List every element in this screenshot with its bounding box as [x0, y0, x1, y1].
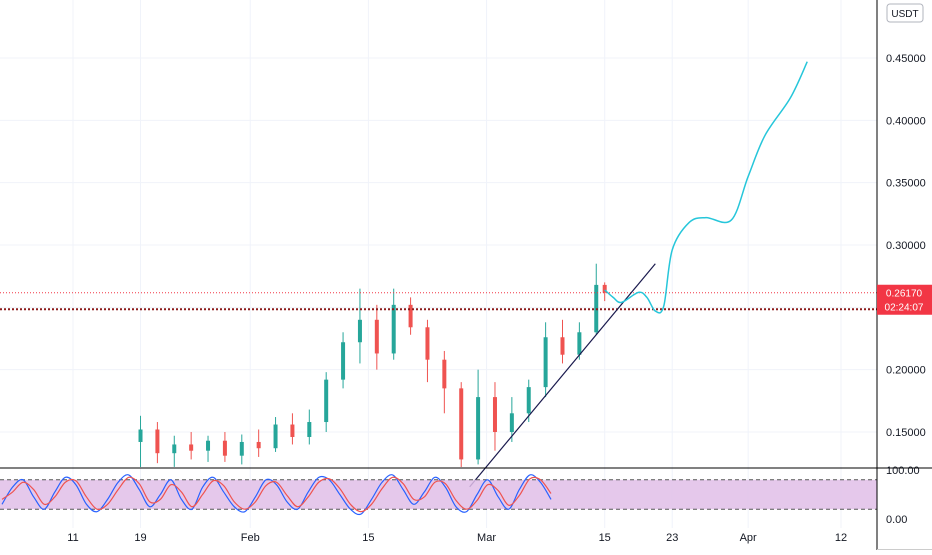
- price-tick-label: 0.20000: [886, 365, 926, 377]
- price-tick-label: 0.35000: [886, 178, 926, 190]
- grid: [0, 0, 877, 528]
- candle: [172, 435, 177, 467]
- currency-badge[interactable]: USDT: [886, 3, 924, 23]
- candle: [222, 432, 227, 462]
- candle-body: [492, 397, 497, 432]
- candle-body: [324, 379, 329, 423]
- candle: [509, 397, 514, 442]
- candle: [391, 288, 396, 360]
- candle-body: [602, 284, 607, 293]
- price-levels: [0, 292, 877, 311]
- candle-body: [459, 388, 464, 460]
- candle-body: [138, 429, 143, 442]
- oscillator-series-line: [1, 474, 552, 516]
- price-tick-label: 0.15000: [886, 427, 926, 439]
- time-tick-label: 11: [67, 532, 78, 544]
- candle: [189, 432, 194, 460]
- time-tick-label: 12: [835, 532, 847, 544]
- candle-body: [509, 413, 514, 432]
- time-tick-label: Apr: [740, 532, 757, 544]
- last-price-tag: 0.26170 02:24:07: [877, 284, 932, 315]
- price-tick-label: 0.30000: [886, 240, 926, 252]
- oscillator-series-line: [1, 476, 552, 513]
- candle-body: [374, 319, 379, 354]
- candle: [442, 350, 447, 414]
- candle-body: [256, 441, 261, 449]
- candle: [577, 322, 582, 360]
- candle: [476, 369, 481, 465]
- time-tick-label: Feb: [241, 532, 260, 544]
- time-axis[interactable]: 11 19 Feb 15 Mar 15 23 Apr 12: [67, 532, 847, 544]
- candle: [256, 429, 261, 457]
- time-tick-label: 15: [599, 532, 611, 544]
- candle: [324, 372, 329, 432]
- candle: [357, 288, 362, 364]
- last-price-value: 0.26170: [886, 289, 923, 300]
- price-tick-label: 0.40000: [886, 115, 926, 127]
- candle-body: [273, 424, 278, 449]
- price-tick-label: 0.45000: [886, 53, 926, 65]
- last-price-tag-bg: [877, 284, 932, 315]
- candle-body: [155, 429, 160, 454]
- trendline: [469, 263, 656, 488]
- time-tick-label: 23: [666, 532, 678, 544]
- candle: [408, 297, 413, 335]
- candlesticks: [138, 263, 607, 467]
- candle-body: [391, 304, 396, 354]
- candle-body: [341, 342, 346, 380]
- candle: [425, 319, 430, 383]
- candle: [341, 332, 346, 389]
- candle-body: [560, 337, 565, 355]
- candle-body: [543, 337, 548, 388]
- time-tick-label: 19: [134, 532, 146, 544]
- candle: [138, 415, 143, 467]
- oscillator-tick-label: 100.00: [886, 465, 920, 477]
- time-tick-label: 15: [362, 532, 374, 544]
- currency-badge-label: USDT: [891, 9, 918, 20]
- candle-body: [526, 387, 531, 414]
- oscillator-pane: [0, 474, 877, 516]
- candle-body: [307, 422, 312, 437]
- candle: [307, 409, 312, 445]
- candle: [239, 434, 244, 465]
- candle: [459, 382, 464, 467]
- candle: [206, 435, 211, 462]
- candle-body: [239, 441, 244, 456]
- candle: [273, 417, 278, 452]
- candle: [543, 322, 548, 398]
- candle-body: [357, 319, 362, 343]
- projection-path: [604, 61, 808, 314]
- candle-body: [206, 440, 211, 451]
- candle-body: [172, 444, 177, 454]
- candle-body: [189, 444, 194, 451]
- oscillator-band: [0, 479, 877, 510]
- candle: [374, 304, 379, 370]
- last-price-countdown: 02:24:07: [885, 303, 924, 314]
- candle-body: [425, 327, 430, 360]
- candle: [594, 263, 599, 335]
- candle-body: [442, 359, 447, 389]
- oscillator-tick-label: 0.00: [886, 514, 907, 526]
- candle-body: [476, 397, 481, 460]
- candle: [602, 282, 607, 302]
- candle: [560, 319, 565, 364]
- candle: [492, 382, 497, 451]
- candle-body: [222, 440, 227, 456]
- time-tick-label: Mar: [477, 532, 496, 544]
- candle: [155, 422, 160, 464]
- candle-body: [577, 332, 582, 355]
- currency-badge-box: [886, 3, 924, 23]
- candle-body: [290, 424, 295, 437]
- drawings: [469, 61, 808, 488]
- candle-body: [408, 304, 413, 328]
- candle: [290, 413, 295, 445]
